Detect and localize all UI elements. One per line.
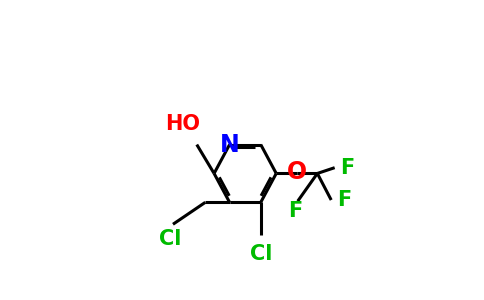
- Text: HO: HO: [165, 114, 200, 134]
- Text: F: F: [337, 190, 351, 210]
- Text: O: O: [287, 160, 307, 184]
- Text: F: F: [288, 201, 302, 221]
- Text: N: N: [220, 133, 240, 157]
- Text: F: F: [340, 158, 355, 178]
- Text: Cl: Cl: [159, 229, 182, 249]
- Text: Cl: Cl: [250, 244, 272, 264]
